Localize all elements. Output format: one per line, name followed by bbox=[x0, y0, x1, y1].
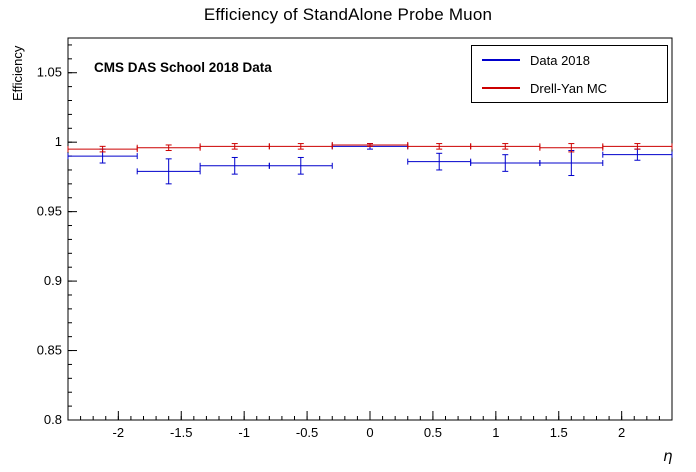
svg-text:-1: -1 bbox=[238, 425, 250, 440]
svg-text:0.8: 0.8 bbox=[44, 412, 62, 427]
legend-item-data-2018: Data 2018 bbox=[472, 47, 667, 74]
annotation-cms: CMS DAS School 2018 Data bbox=[94, 60, 272, 75]
legend-line-data-2018 bbox=[482, 59, 520, 61]
legend-item-drell-yan-mc: Drell-Yan MC bbox=[472, 75, 667, 102]
svg-text:0.85: 0.85 bbox=[37, 343, 62, 358]
legend-line-drell-yan-mc bbox=[482, 87, 520, 89]
svg-text:1.05: 1.05 bbox=[37, 65, 62, 80]
svg-text:-0.5: -0.5 bbox=[296, 425, 318, 440]
legend: Data 2018 Drell-Yan MC bbox=[471, 45, 668, 103]
svg-text:0.5: 0.5 bbox=[424, 425, 442, 440]
svg-text:-1.5: -1.5 bbox=[170, 425, 192, 440]
plot-title: Efficiency of StandAlone Probe Muon bbox=[203, 5, 493, 24]
svg-text:2: 2 bbox=[618, 425, 625, 440]
legend-label-data-2018: Data 2018 bbox=[530, 52, 590, 68]
svg-text:1.5: 1.5 bbox=[550, 425, 568, 440]
x-axis-title: η bbox=[663, 447, 673, 465]
svg-text:1: 1 bbox=[55, 134, 62, 149]
svg-text:0.9: 0.9 bbox=[44, 273, 62, 288]
svg-text:0: 0 bbox=[366, 425, 373, 440]
svg-text:1: 1 bbox=[492, 425, 499, 440]
legend-label-drell-yan-mc: Drell-Yan MC bbox=[530, 80, 608, 96]
svg-text:0.95: 0.95 bbox=[37, 204, 62, 219]
svg-text:-2: -2 bbox=[113, 425, 125, 440]
